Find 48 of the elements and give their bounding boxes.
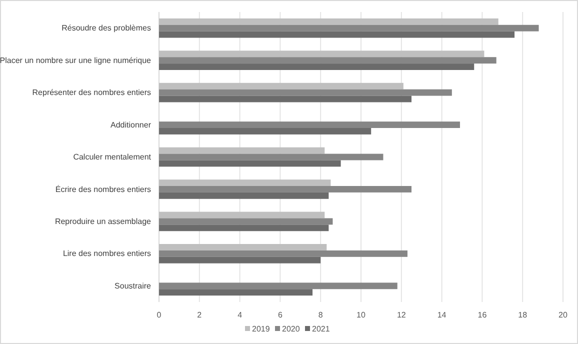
x-tick-label: 18 (518, 310, 528, 320)
x-tick-label: 8 (318, 310, 324, 320)
bar (159, 212, 325, 218)
bar (159, 289, 313, 296)
y-tick-label: Soustraire (114, 281, 152, 290)
y-tick-label: Placer un nombre sur une ligne numérique (0, 56, 152, 65)
bar (159, 24, 539, 32)
bar (159, 122, 460, 128)
y-tick-label: Additionner (110, 120, 152, 130)
legend-label: 2021 (312, 324, 330, 334)
bar (159, 89, 452, 96)
y-tick-label: Calculer mentalement (73, 152, 152, 162)
bar (159, 57, 496, 64)
x-tick-label: 10 (356, 310, 366, 320)
bar (159, 256, 321, 264)
bar (159, 186, 412, 192)
bar (159, 147, 325, 154)
x-tick-label: 0 (156, 310, 162, 320)
y-tick-label: Résoudre des problèmes (62, 24, 151, 33)
bar (159, 18, 498, 25)
legend-label: 2019 (252, 324, 270, 334)
x-tick-label: 12 (396, 310, 406, 320)
bar (159, 160, 341, 167)
bar (159, 154, 384, 160)
x-tick-label: 2 (197, 310, 202, 320)
bar (159, 244, 327, 250)
y-tick-label: Lire des nombres entiers (62, 249, 151, 258)
bar (159, 64, 474, 70)
bar (159, 224, 329, 232)
x-tick-label: 4 (238, 310, 243, 320)
bar (159, 180, 331, 186)
x-tick-label: 20 (558, 310, 568, 320)
bar (159, 50, 484, 58)
bar (159, 218, 333, 225)
bar (159, 96, 412, 102)
bar (159, 250, 408, 257)
x-tick-label: 6 (278, 310, 283, 320)
y-tick-label: Reproduire un assemblage (54, 217, 152, 226)
bar (159, 192, 329, 199)
bar (159, 82, 404, 90)
x-tick-label: 14 (437, 310, 447, 320)
legend-label: 2020 (282, 324, 300, 334)
x-tick-label: 16 (478, 310, 488, 320)
bar (159, 282, 398, 290)
y-tick-label: Représenter des nombres entiers (32, 88, 151, 98)
bar (159, 31, 515, 38)
y-tick-label: Écrire des nombres entiers (55, 184, 151, 194)
bar (159, 128, 372, 134)
